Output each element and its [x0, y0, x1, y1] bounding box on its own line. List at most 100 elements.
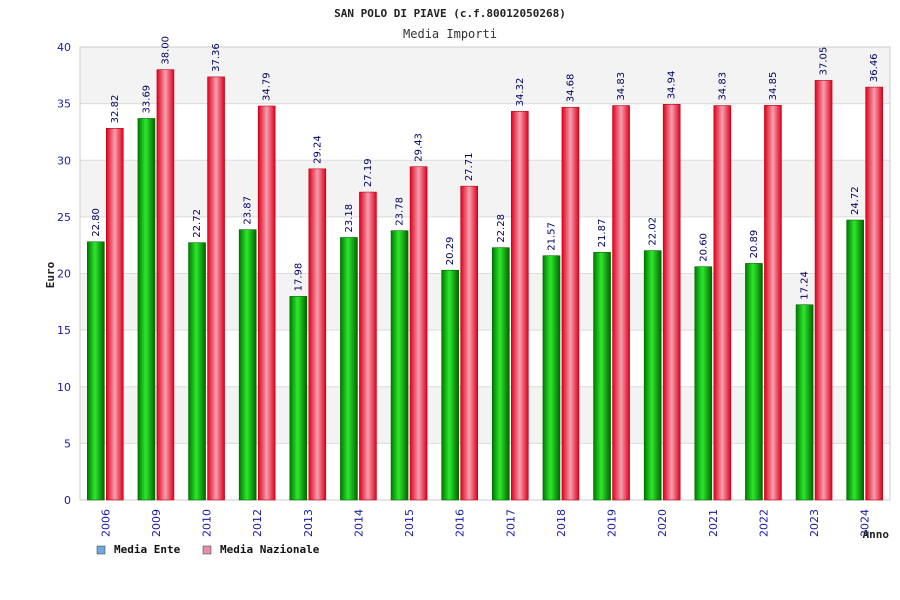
bar-media-nazionale: [865, 86, 883, 501]
value-label: 34.68: [565, 74, 576, 103]
chart-subtitle: Media Importi: [403, 27, 497, 41]
value-label: 34.94: [667, 71, 678, 100]
bar-media-nazionale: [257, 105, 276, 501]
value-label: 23.87: [243, 196, 254, 225]
x-tick-label: 2020: [656, 509, 669, 537]
bar-media-nazionale: [207, 76, 225, 501]
x-tick-label: 2012: [251, 509, 264, 537]
value-label: 32.82: [110, 95, 121, 124]
y-tick-labels: 0 5 10 15 20 25 30 35 40: [57, 41, 71, 507]
bar-media-ente: [390, 230, 409, 501]
y-tick-label: 35: [57, 98, 71, 111]
bar-media-nazionale: [511, 111, 529, 501]
y-tick-label: 20: [57, 268, 71, 281]
bar-media-ente: [137, 118, 156, 501]
value-label: 20.60: [698, 233, 709, 262]
bar-media-ente: [542, 255, 561, 501]
chart-title: SAN POLO DI PIAVE (c.f.80012050268): [334, 7, 566, 20]
x-tick-label: 2009: [150, 509, 163, 537]
bar-media-nazionale: [662, 104, 681, 501]
value-label: 22.28: [496, 214, 507, 243]
bar-media-nazionale: [359, 191, 377, 501]
value-label: 34.83: [616, 72, 627, 101]
x-tick-label: 2014: [352, 509, 365, 537]
value-label: 24.72: [850, 186, 861, 215]
legend-swatch-media-ente: [96, 545, 106, 555]
legend-swatch-media-nazionale: [202, 545, 212, 555]
value-label: 17.24: [800, 271, 811, 300]
value-label: 34.32: [515, 78, 526, 107]
value-label: 37.05: [819, 47, 830, 76]
x-tick-label: 2019: [606, 509, 619, 537]
bar-media-ente: [188, 242, 206, 501]
x-tick-labels: 2006 2009 2010 2012 2013 2014 2015 2016 2017 2018…: [99, 509, 871, 537]
bar-media-ente: [643, 250, 662, 501]
value-label: 27.71: [464, 153, 475, 182]
y-tick-label: 5: [64, 437, 71, 450]
value-label: 20.89: [749, 230, 760, 259]
value-label: 27.19: [363, 158, 374, 187]
bar-media-nazionale: [409, 166, 428, 501]
bar-media-ente: [340, 237, 358, 501]
bar-media-nazionale: [460, 185, 478, 501]
value-label: 23.18: [344, 204, 355, 233]
bar-media-ente: [694, 266, 713, 501]
bar-media-nazionale: [561, 106, 580, 501]
x-tick-label: 2010: [201, 509, 214, 537]
value-label: 17.98: [293, 263, 304, 292]
bar-media-nazionale: [612, 105, 630, 501]
value-label: 22.80: [91, 208, 102, 237]
bar-media-ente: [238, 229, 257, 501]
bar-media-ente: [87, 241, 105, 501]
value-label: 20.29: [445, 237, 456, 266]
bar-media-ente: [289, 296, 308, 501]
x-tick-label: 2016: [454, 509, 467, 537]
y-tick-label: 25: [57, 211, 71, 224]
value-labels: 22.80 32.82 33.69 38.00 22.72 37.36 23.87 34.79…: [91, 36, 880, 300]
value-label: 21.57: [546, 222, 557, 251]
y-tick-label: 15: [57, 324, 71, 337]
x-tick-label: 2015: [403, 509, 416, 537]
plot-frame: [79, 46, 891, 501]
bar-media-nazionale: [308, 168, 327, 501]
x-tick-label: 2018: [555, 509, 568, 537]
y-axis-label: Euro: [44, 261, 57, 288]
legend: Media Ente Media Nazionale: [96, 543, 320, 556]
value-label: 34.83: [717, 72, 728, 101]
bar-media-ente: [593, 252, 611, 501]
x-tick-label: 2017: [504, 509, 517, 537]
value-label: 22.02: [648, 217, 659, 246]
bar-media-nazionale: [713, 105, 732, 501]
y-tick-label: 30: [57, 154, 71, 167]
legend-label-media-nazionale: Media Nazionale: [220, 543, 320, 556]
value-label: 23.78: [395, 197, 406, 226]
x-tick-label: 2023: [808, 509, 821, 537]
y-tick-label: 10: [57, 381, 71, 394]
bar-media-ente: [441, 269, 459, 501]
legend-label-media-ente: Media Ente: [114, 543, 181, 556]
bars: [87, 69, 883, 501]
value-label: 21.87: [597, 219, 608, 248]
value-label: 29.43: [414, 133, 425, 162]
value-label: 22.72: [192, 209, 203, 238]
y-tick-label: 40: [57, 41, 71, 54]
bar-media-nazionale: [156, 69, 175, 501]
bar-media-nazionale: [106, 128, 124, 501]
x-tick-label: 2024: [859, 509, 872, 537]
x-tick-label: 2022: [757, 509, 770, 537]
bar-media-ente: [846, 219, 864, 501]
value-label: 34.85: [768, 72, 779, 101]
value-label: 33.69: [141, 85, 152, 114]
bar-media-nazionale: [814, 80, 833, 501]
bar-media-ente: [745, 263, 763, 501]
value-label: 34.79: [262, 72, 273, 101]
y-tick-label: 0: [64, 494, 71, 507]
value-label: 37.36: [211, 43, 222, 72]
bar-media-nazionale: [764, 105, 782, 501]
x-tick-label: 2006: [99, 509, 112, 537]
bar-media-ente: [492, 247, 510, 501]
value-label: 38.00: [160, 36, 171, 65]
x-tick-label: 2021: [707, 509, 720, 537]
value-label: 29.24: [312, 135, 323, 164]
